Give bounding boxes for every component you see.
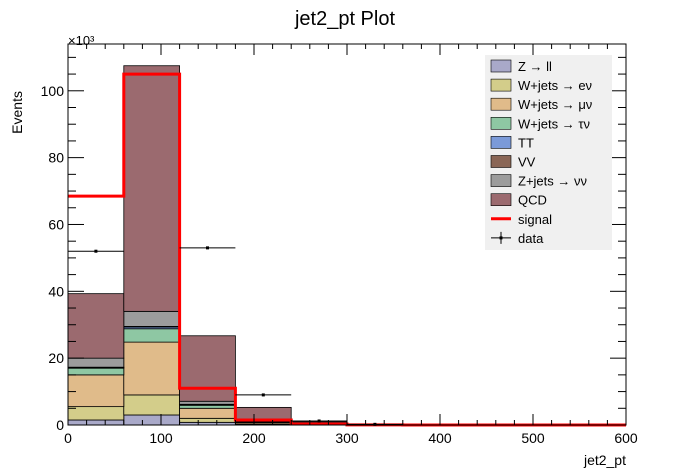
legend-label: signal xyxy=(518,212,552,227)
legend-swatch xyxy=(490,97,512,111)
legend-swatch xyxy=(490,117,512,130)
data-point-3 xyxy=(261,393,265,397)
legend-swatch xyxy=(490,136,512,149)
x-tick-label: 0 xyxy=(64,430,72,446)
data-point-0 xyxy=(94,249,98,253)
bar-7-0 xyxy=(67,293,125,359)
legend-label: W+jets → μν xyxy=(518,97,592,112)
x-tick-label: 500 xyxy=(521,430,545,446)
y-tick-label: 60 xyxy=(48,216,64,232)
stacked-bars xyxy=(67,65,404,426)
data-points xyxy=(68,246,403,426)
bar-0-0 xyxy=(67,419,125,426)
x-axis-label: jet2_pt xyxy=(583,452,626,468)
bar-7-2 xyxy=(179,335,236,402)
bar-3-1 xyxy=(123,328,181,343)
bar-6-2 xyxy=(179,400,236,405)
data-point-2 xyxy=(206,246,209,250)
legend-swatch xyxy=(490,193,512,206)
legend-label: Z → ll xyxy=(518,59,552,74)
legend: Z → ll W+jets → eν W+jets → μν W+jets → τν T… xyxy=(485,55,612,250)
legend-swatch xyxy=(490,155,512,168)
legend-swatch xyxy=(490,59,512,73)
y-tick-label: 40 xyxy=(48,283,64,299)
bar-2-2 xyxy=(179,407,236,419)
y-tick-label: 20 xyxy=(48,350,64,366)
legend-label: W+jets → τν xyxy=(518,116,590,131)
bar-2-0 xyxy=(67,374,125,408)
x-tick-label: 600 xyxy=(614,430,638,446)
x-axis: 0 100 200 300 400 500 600 xyxy=(64,44,638,446)
legend-swatch xyxy=(490,78,512,92)
chart-title: jet2_pt Plot xyxy=(294,8,396,30)
x-tick-label: 200 xyxy=(242,430,266,446)
data-point-4 xyxy=(317,419,321,423)
bar-6-1 xyxy=(123,310,181,327)
y-axis: 0 20 40 60 80 100 xyxy=(41,56,626,433)
y-tick-label: 0 xyxy=(56,417,64,433)
legend-label: Z+jets → νν xyxy=(518,174,587,189)
y-tick-label: 100 xyxy=(41,83,65,99)
legend-label: QCD xyxy=(518,193,547,208)
legend-swatch xyxy=(499,236,503,240)
legend-label: data xyxy=(518,231,544,246)
bar-0-1 xyxy=(123,414,181,426)
bar-3-0 xyxy=(67,367,125,376)
bar-2-1 xyxy=(123,341,181,396)
legend-swatch xyxy=(490,174,512,187)
bar-3-2 xyxy=(179,404,236,409)
y-axis-label: Events xyxy=(9,91,25,134)
legend-label: VV xyxy=(518,155,536,170)
x-tick-label: 300 xyxy=(335,430,359,446)
legend-label: TT xyxy=(518,135,534,150)
bar-6-0 xyxy=(67,357,125,368)
x-tick-label: 400 xyxy=(428,430,452,446)
x-tick-label: 100 xyxy=(149,430,173,446)
y-multiplier-label: ×10³ xyxy=(68,33,95,48)
bar-1-2 xyxy=(179,417,236,423)
bar-1-0 xyxy=(67,406,125,421)
y-tick-label: 80 xyxy=(48,150,64,166)
data-point-5 xyxy=(373,422,377,426)
legend-label: W+jets → eν xyxy=(518,78,592,93)
bar-1-1 xyxy=(123,394,181,416)
bar-7-1 xyxy=(123,65,181,312)
